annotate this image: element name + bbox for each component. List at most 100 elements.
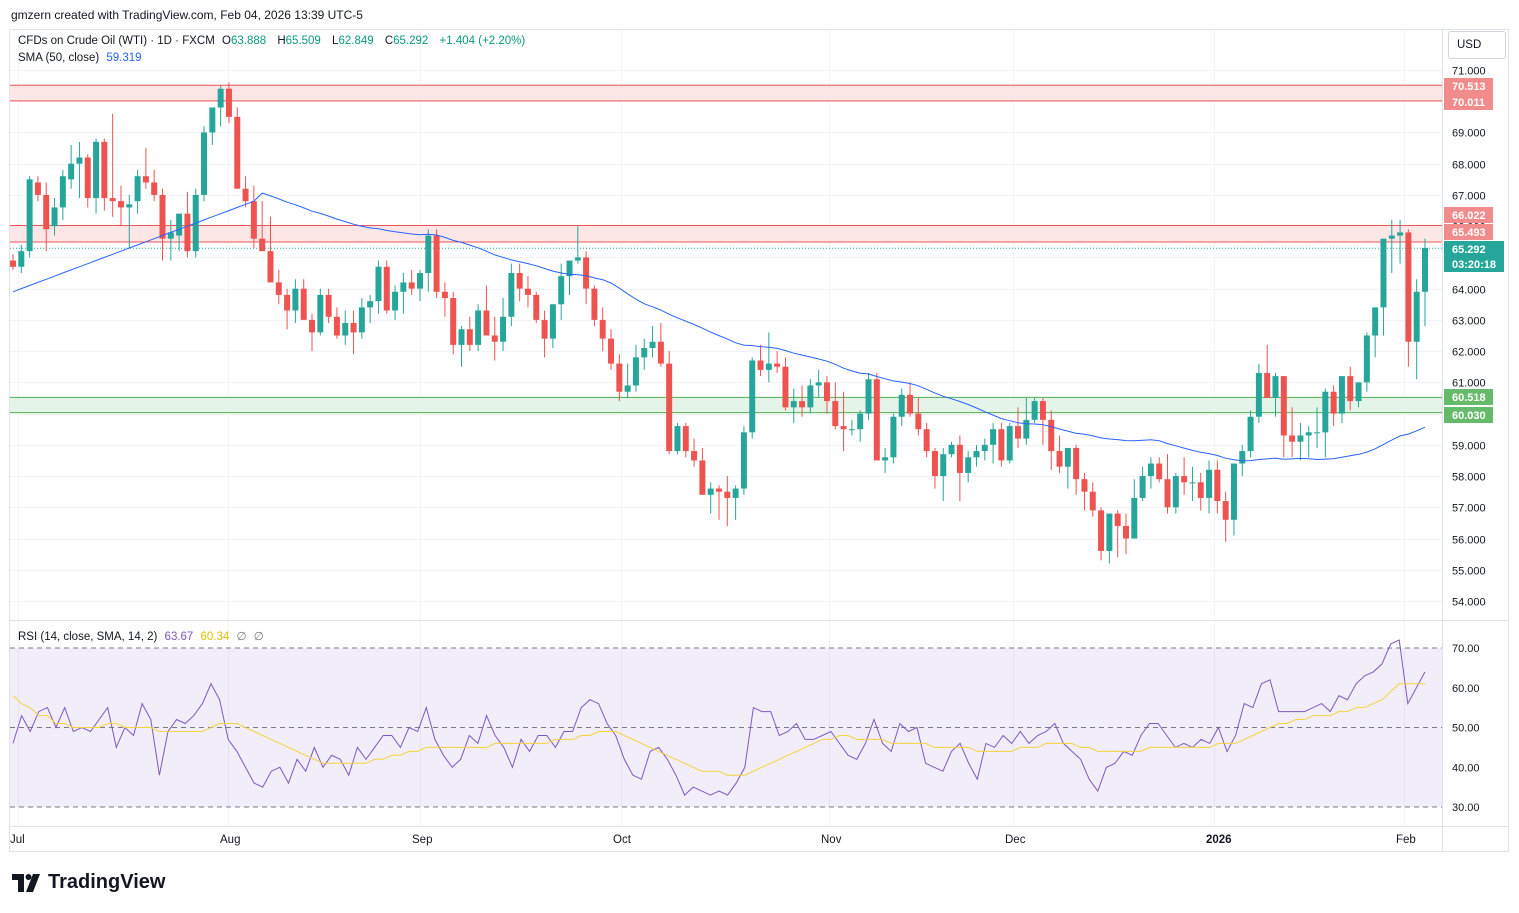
- candle-down[interactable]: [184, 213, 191, 252]
- candle-up[interactable]: [1338, 376, 1345, 414]
- candle-up[interactable]: [890, 416, 897, 458]
- candle-down[interactable]: [1214, 469, 1221, 502]
- candle-down[interactable]: [10, 260, 16, 267]
- candle-down[interactable]: [724, 491, 731, 498]
- candle-down[interactable]: [159, 194, 166, 239]
- candle-up[interactable]: [1305, 432, 1312, 436]
- candle-up[interactable]: [1297, 435, 1304, 442]
- candle-up[interactable]: [126, 204, 133, 208]
- candle-up[interactable]: [990, 429, 997, 445]
- candle-up[interactable]: [93, 141, 100, 199]
- candle-down[interactable]: [533, 294, 540, 320]
- candle-down[interactable]: [84, 157, 91, 199]
- candle-down[interactable]: [1122, 526, 1129, 539]
- candle-up[interactable]: [898, 394, 905, 417]
- candle-down[interactable]: [923, 429, 930, 452]
- candle-up[interactable]: [1064, 447, 1071, 467]
- candle-up[interactable]: [558, 276, 565, 305]
- candle-down[interactable]: [691, 451, 698, 461]
- candle-up[interactable]: [1189, 482, 1196, 484]
- candle-down[interactable]: [483, 310, 490, 336]
- candle-down[interactable]: [774, 363, 781, 367]
- candle-up[interactable]: [201, 132, 208, 195]
- candle-down[interactable]: [408, 282, 415, 289]
- candle-down[interactable]: [284, 294, 291, 311]
- candle-up[interactable]: [948, 444, 955, 455]
- candle-down[interactable]: [1015, 426, 1022, 439]
- candle-down[interactable]: [1264, 372, 1271, 398]
- candle-down[interactable]: [250, 201, 257, 239]
- candle-up[interactable]: [566, 260, 573, 277]
- candle-up[interactable]: [217, 88, 224, 108]
- candle-up[interactable]: [641, 347, 648, 358]
- candle-up[interactable]: [1380, 238, 1387, 308]
- candle-down[interactable]: [1347, 376, 1354, 402]
- candle-up[interactable]: [1413, 291, 1420, 342]
- candle-down[interactable]: [915, 413, 922, 430]
- candle-up[interactable]: [508, 273, 515, 317]
- candle-up[interactable]: [1322, 391, 1329, 433]
- candle-up[interactable]: [416, 273, 423, 289]
- candle-down[interactable]: [1089, 491, 1096, 511]
- candle-down[interactable]: [1280, 376, 1287, 436]
- candle-up[interactable]: [392, 291, 399, 311]
- candle-up[interactable]: [1006, 426, 1013, 461]
- candle-down[interactable]: [1222, 501, 1229, 520]
- candle-up[interactable]: [1397, 232, 1404, 236]
- candle-up[interactable]: [865, 379, 872, 414]
- resistance-zone[interactable]: [10, 225, 1442, 243]
- candle-up[interactable]: [425, 235, 432, 274]
- rsi-line[interactable]: [12, 639, 1426, 796]
- candle-down[interactable]: [491, 335, 498, 342]
- candle-down[interactable]: [931, 451, 938, 477]
- candle-up[interactable]: [358, 307, 365, 333]
- candle-up[interactable]: [367, 301, 374, 308]
- candle-up[interactable]: [624, 385, 631, 392]
- candle-down[interactable]: [1114, 513, 1121, 527]
- candle-down[interactable]: [1164, 479, 1171, 508]
- candle-down[interactable]: [583, 257, 590, 289]
- candle-down[interactable]: [101, 141, 108, 199]
- candle-down[interactable]: [309, 319, 316, 333]
- candle-up[interactable]: [674, 426, 681, 452]
- candle-down[interactable]: [333, 316, 340, 336]
- candle-up[interactable]: [317, 294, 324, 333]
- candle-down[interactable]: [43, 194, 50, 230]
- candle-down[interactable]: [1330, 391, 1337, 414]
- candle-up[interactable]: [1206, 469, 1213, 498]
- candle-down[interactable]: [757, 360, 764, 370]
- candle-up[interactable]: [765, 363, 772, 370]
- candle-down[interactable]: [682, 426, 689, 452]
- candle-up[interactable]: [574, 257, 581, 261]
- candle-down[interactable]: [524, 288, 531, 295]
- candle-up[interactable]: [76, 157, 83, 164]
- candle-down[interactable]: [433, 235, 440, 292]
- candle-up[interactable]: [1363, 335, 1370, 383]
- candle-down[interactable]: [1156, 463, 1163, 480]
- candle-up[interactable]: [292, 288, 299, 311]
- candle-down[interactable]: [34, 182, 41, 195]
- candle-down[interactable]: [666, 363, 673, 452]
- candle-up[interactable]: [1172, 476, 1179, 508]
- candle-up[interactable]: [59, 176, 66, 208]
- candle-up[interactable]: [940, 454, 947, 477]
- currency-selector[interactable]: USD: [1448, 31, 1506, 59]
- candle-down[interactable]: [799, 401, 806, 408]
- candle-up[interactable]: [1388, 235, 1395, 239]
- candle-up[interactable]: [732, 488, 739, 498]
- candle-down[interactable]: [716, 488, 722, 492]
- candle-up[interactable]: [209, 107, 216, 133]
- candle-up[interactable]: [1239, 451, 1246, 464]
- candle-down[interactable]: [1405, 232, 1412, 342]
- candle-up[interactable]: [740, 432, 747, 489]
- candle-up[interactable]: [707, 488, 714, 495]
- candle-down[interactable]: [242, 188, 249, 202]
- candle-up[interactable]: [1247, 416, 1254, 452]
- candle-up[interactable]: [1023, 419, 1030, 439]
- candle-up[interactable]: [981, 444, 988, 452]
- candle-down[interactable]: [275, 282, 282, 295]
- candle-down[interactable]: [151, 182, 158, 195]
- candle-down[interactable]: [599, 319, 606, 339]
- candle-up[interactable]: [1106, 513, 1113, 552]
